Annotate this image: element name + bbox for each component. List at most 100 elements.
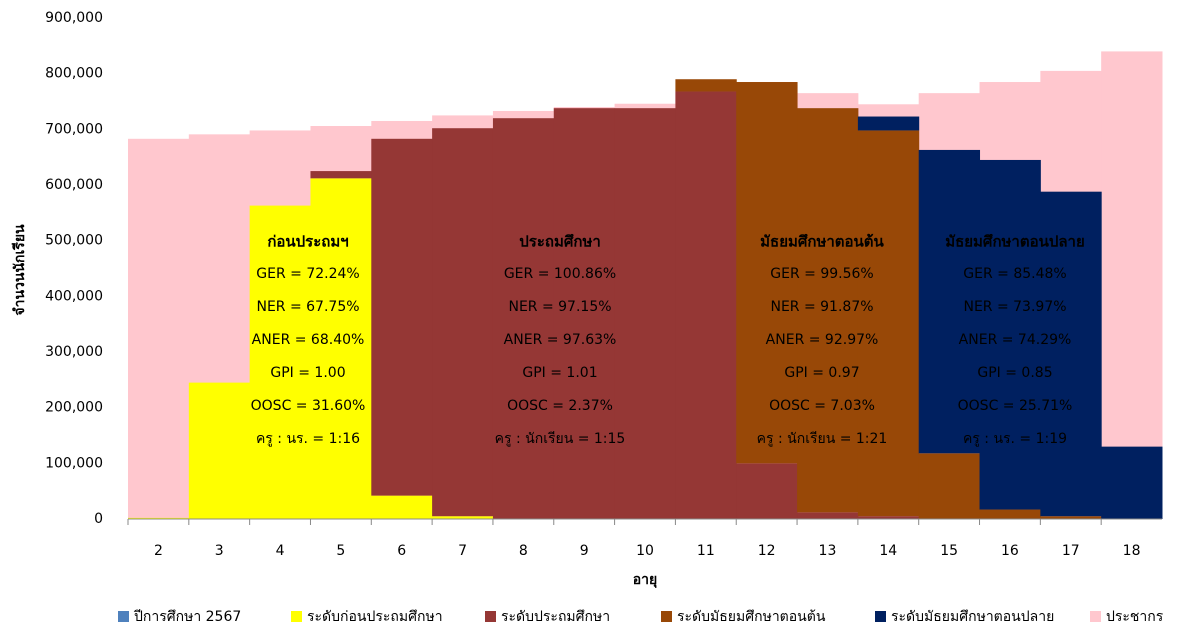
x-axis-label: อายุ — [633, 572, 657, 588]
x-tick-label: 15 — [940, 543, 958, 559]
x-tick-label: 4 — [276, 543, 285, 559]
annotation-line: GPI = 1.00 — [270, 365, 345, 381]
annotation-title: มัธยมศึกษาตอนปลาย — [945, 233, 1085, 251]
area-step — [1040, 516, 1102, 519]
annotation-line: ครู : นร. = 1:19 — [963, 431, 1067, 447]
annotation-line: OOSC = 2.37% — [507, 398, 613, 414]
x-tick-label: 11 — [697, 543, 715, 559]
annotation-line: GPI = 1.01 — [522, 365, 597, 381]
x-tick-label: 10 — [636, 543, 654, 559]
x-tick-label: 7 — [458, 543, 467, 559]
annotation-line: GER = 100.86% — [504, 266, 616, 282]
legend-swatch — [118, 611, 129, 622]
area-step — [857, 116, 920, 131]
annotation-line: GER = 85.48% — [963, 266, 1066, 282]
area-step — [371, 138, 433, 496]
x-tick-label: 17 — [1062, 543, 1080, 559]
legend-label: ระดับประถมศึกษา — [501, 609, 610, 625]
area-step — [1101, 446, 1163, 519]
annotation-line: OOSC = 31.60% — [251, 398, 366, 414]
y-tick-label: 200,000 — [45, 400, 103, 416]
annotation-line: ครู : นักเรียน = 1:21 — [757, 431, 888, 447]
annotation-line: GPI = 0.85 — [977, 365, 1052, 381]
area-step — [371, 495, 433, 519]
annotation-line: NER = 97.15% — [508, 299, 611, 315]
annotation-line: ANER = 92.97% — [766, 332, 879, 348]
y-tick-label: 100,000 — [45, 455, 103, 471]
annotation-line: ครู : นร. = 1:16 — [256, 431, 360, 447]
annotation-line: OOSC = 25.71% — [958, 398, 1073, 414]
y-tick-label: 700,000 — [45, 121, 103, 137]
area-step — [432, 516, 494, 519]
area-step — [918, 149, 981, 454]
x-tick-label: 9 — [580, 543, 589, 559]
y-tick-label: 600,000 — [45, 177, 103, 193]
legend-swatch — [1090, 611, 1101, 622]
legend-swatch — [661, 611, 672, 622]
annotation-line: ANER = 68.40% — [252, 332, 365, 348]
legend-swatch — [291, 611, 302, 622]
annotation-line: ANER = 74.29% — [959, 332, 1072, 348]
annotation-line: GPI = 0.97 — [784, 365, 859, 381]
x-tick-label: 8 — [519, 543, 528, 559]
y-tick-label: 400,000 — [45, 288, 103, 304]
y-tick-label: 300,000 — [45, 344, 103, 360]
y-tick-label: 900,000 — [45, 10, 103, 26]
x-tick-label: 5 — [336, 543, 345, 559]
legend-swatch — [875, 611, 886, 622]
y-axis-label: จำนวนนักเรียน — [12, 224, 28, 316]
area-step — [857, 130, 920, 517]
area-step — [553, 108, 616, 520]
annotation-line: NER = 67.75% — [256, 299, 359, 315]
x-tick-label: 6 — [397, 543, 406, 559]
x-tick-label: 3 — [215, 543, 224, 559]
legend-swatch — [485, 611, 496, 622]
y-tick-label: 0 — [94, 511, 103, 527]
area-step — [736, 82, 798, 464]
legend-label: ระดับก่อนประถมศึกษา — [307, 609, 443, 625]
x-tick-label: 18 — [1123, 543, 1141, 559]
area-step — [1101, 51, 1163, 520]
annotation-title: ก่อนประถมฯ — [267, 233, 348, 251]
annotation-line: GER = 99.56% — [770, 266, 873, 282]
annotation-line: ครู : นักเรียน = 1:15 — [495, 431, 626, 447]
area-step — [675, 91, 737, 519]
area-step — [979, 509, 1041, 519]
area-step — [188, 382, 251, 519]
legend-label: ระดับมัธยมศึกษาตอนต้น — [677, 609, 826, 625]
area-step — [128, 517, 190, 519]
legend-label: ปีการศึกษา 2567 — [134, 609, 242, 625]
legend-label: ประชากร — [1106, 609, 1164, 625]
area-step — [614, 108, 676, 520]
area-step — [128, 138, 190, 519]
annotation-line: NER = 73.97% — [963, 299, 1066, 315]
area-step — [918, 453, 981, 519]
x-tick-label: 13 — [819, 543, 837, 559]
area-step — [857, 516, 920, 519]
annotation-line: GER = 72.24% — [256, 266, 359, 282]
annotation-title: ประถมศึกษา — [519, 233, 601, 251]
area-step — [979, 159, 1041, 510]
annotation-line: ANER = 97.63% — [504, 332, 617, 348]
area-step — [492, 118, 555, 519]
area-step — [797, 108, 859, 513]
area-step — [249, 205, 311, 519]
annotation-line: NER = 91.87% — [770, 299, 873, 315]
area-step — [736, 463, 798, 519]
area-step — [797, 512, 859, 519]
x-tick-label: 12 — [758, 543, 776, 559]
x-tick-label: 14 — [879, 543, 897, 559]
area-step — [310, 178, 372, 519]
area-step — [432, 128, 494, 517]
y-tick-label: 500,000 — [45, 233, 103, 249]
annotation-title: มัธยมศึกษาตอนต้น — [760, 233, 884, 251]
y-tick-label: 800,000 — [45, 66, 103, 82]
annotation-line: OOSC = 7.03% — [769, 398, 875, 414]
legend-label: ระดับมัธยมศึกษาตอนปลาย — [891, 609, 1054, 625]
area-step — [310, 171, 372, 179]
area-step — [1040, 191, 1102, 517]
x-tick-label: 16 — [1001, 543, 1019, 559]
area-step — [675, 79, 737, 92]
x-tick-label: 2 — [154, 543, 163, 559]
